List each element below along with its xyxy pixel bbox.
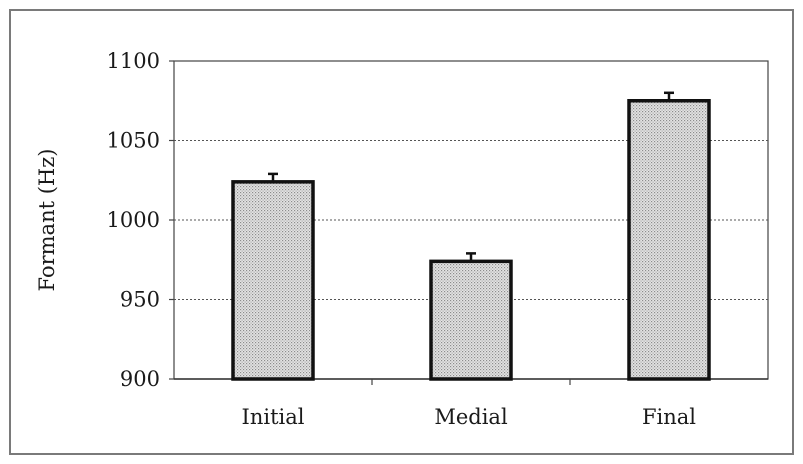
x-tick-label: Initial — [242, 405, 305, 429]
y-tick-label: 1000 — [107, 208, 160, 232]
y-tick-label: 1050 — [107, 129, 160, 153]
x-tick-label: Final — [642, 405, 696, 429]
y-tick-label: 1100 — [107, 49, 160, 73]
plot-area: 900 950 1000 1050 1100 Initial Medial Final — [107, 49, 769, 429]
y-tick-label: 900 — [120, 367, 160, 391]
bar — [429, 259, 513, 381]
y-tick-label: 950 — [120, 288, 160, 312]
y-axis-title: Formant (Hz) — [35, 149, 59, 292]
bar — [231, 180, 315, 381]
x-tick-label: Medial — [434, 405, 508, 429]
bar — [627, 99, 711, 381]
